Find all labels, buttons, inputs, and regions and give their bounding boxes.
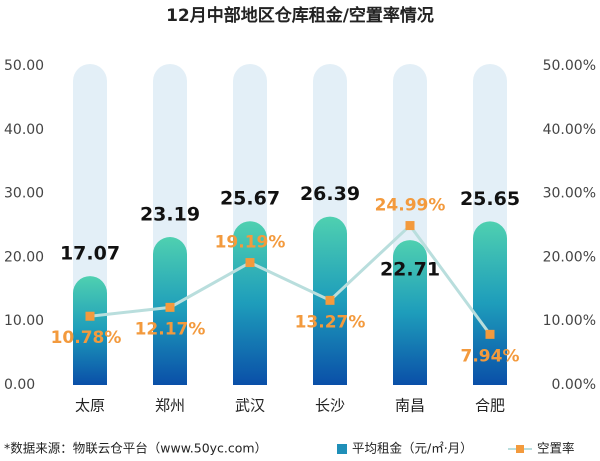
x-tick-label: 合肥 (475, 397, 505, 415)
x-tick-label: 长沙 (315, 397, 345, 415)
legend-swatch (337, 444, 347, 454)
bar-value-label: 25.65 (460, 188, 520, 210)
bar-value-label: 23.19 (140, 204, 200, 226)
y2-tick-label: 0.00% (552, 377, 596, 393)
x-tick-label: 南昌 (395, 397, 425, 415)
source-note: *数据来源：物联云仓平台（www.50yc.com） (4, 441, 267, 456)
legend-label: 空置率 (537, 441, 575, 456)
bar (73, 276, 107, 385)
y-tick-label: 10.00 (4, 313, 44, 329)
line-marker (485, 329, 495, 339)
bar-value-label: 17.07 (60, 243, 120, 265)
line-marker (405, 221, 415, 231)
bar-value-label: 26.39 (300, 183, 360, 205)
y-tick-label: 40.00 (4, 122, 44, 138)
x-tick-label: 武汉 (235, 397, 265, 415)
x-tick-label: 太原 (75, 397, 105, 415)
bar (233, 221, 267, 385)
y2-tick-label: 20.00% (543, 249, 596, 265)
y2-tick-label: 30.00% (543, 186, 596, 202)
line-value-label: 7.94% (461, 346, 520, 366)
bar (393, 240, 427, 385)
x-tick-label: 郑州 (155, 397, 185, 415)
line-marker (85, 311, 95, 321)
line (89, 223, 492, 336)
line-marker (245, 258, 255, 268)
line-marker (165, 302, 175, 312)
legend-swatch (516, 445, 524, 453)
y-tick-label: 50.00 (4, 58, 44, 74)
y2-tick-label: 50.00% (543, 58, 596, 74)
chart-title: 12月中部地区仓库租金/空置率情况 (166, 5, 434, 26)
legend-label: 平均租金（元/㎡·月） (352, 441, 473, 456)
bar-value-label: 22.71 (380, 259, 440, 281)
bar-value-label: 25.67 (220, 188, 280, 210)
line-value-label: 19.19% (215, 233, 286, 253)
bar (473, 221, 507, 385)
y2-tick-label: 40.00% (543, 122, 596, 138)
y-tick-label: 20.00 (4, 249, 44, 265)
line-value-label: 12.17% (135, 319, 206, 339)
y-tick-label: 30.00 (4, 186, 44, 202)
line-marker (325, 295, 335, 305)
line-value-label: 13.27% (295, 312, 366, 332)
y2-tick-label: 10.00% (543, 313, 596, 329)
line-value-label: 24.99% (375, 196, 446, 216)
y-tick-label: 0.00 (4, 377, 35, 393)
line-value-label: 10.78% (51, 328, 122, 348)
